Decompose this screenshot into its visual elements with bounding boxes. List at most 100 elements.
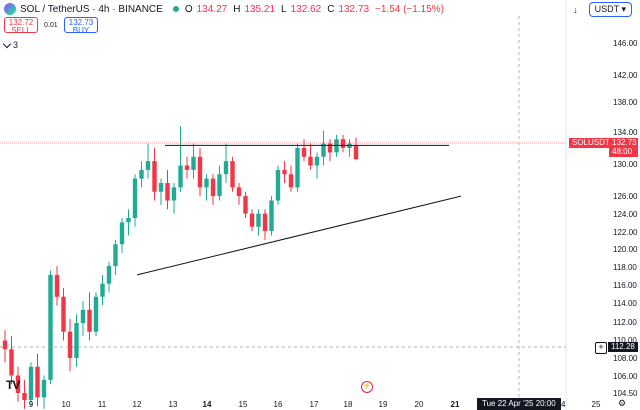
time-tick-label: 16 bbox=[274, 400, 283, 409]
candle-body bbox=[262, 213, 268, 232]
time-tick-label: 18 bbox=[344, 400, 353, 409]
candle-body bbox=[67, 331, 73, 358]
tradingview-logo-icon[interactable]: TV bbox=[6, 378, 20, 392]
candle-body bbox=[54, 274, 60, 297]
crosshair-date-tag: Tue 22 Apr '25 20:00 bbox=[477, 398, 561, 410]
candle-body bbox=[321, 143, 326, 157]
candle-body bbox=[41, 379, 47, 398]
buy-button[interactable]: 132.73 BUY bbox=[64, 17, 98, 35]
price-tick-label: 120.00 bbox=[613, 245, 638, 254]
candle-body bbox=[275, 169, 281, 201]
candle-body bbox=[80, 309, 86, 323]
time-tick-label: 20 bbox=[415, 400, 424, 409]
candle-body bbox=[353, 145, 359, 160]
currency-selector[interactable]: USDT ▾ bbox=[588, 2, 632, 17]
sell-price: 132.72 bbox=[8, 18, 34, 27]
time-tick-label: 15 bbox=[239, 400, 248, 409]
candle-body bbox=[308, 156, 313, 166]
sell-button[interactable]: 132.72 SELL bbox=[4, 17, 38, 35]
time-axis[interactable]: 9 10 11 12 13 14 15 16 17 18 19 20 21 24 25 bbox=[29, 400, 601, 409]
chevron-down-icon bbox=[2, 39, 12, 48]
candle-body bbox=[197, 156, 203, 188]
crosshair-price-tag: 112.28 bbox=[608, 342, 638, 352]
candle-body bbox=[191, 156, 196, 170]
candle-body bbox=[269, 200, 274, 232]
price-tick-label: 130.00 bbox=[613, 160, 638, 169]
indicator-count: 3 bbox=[13, 40, 19, 50]
drawing-layer bbox=[136, 144, 462, 276]
price-tick-label: 134.00 bbox=[613, 128, 638, 137]
symbol-title[interactable]: SOL / TetherUS · 4h · BINANCE bbox=[20, 3, 163, 15]
price-tick-label: 122.00 bbox=[613, 228, 638, 237]
plus-icon[interactable]: + bbox=[595, 342, 607, 354]
arrow-down-icon[interactable]: ↓ bbox=[573, 4, 578, 15]
price-tick-label: 110.00 bbox=[613, 336, 637, 345]
candle-body bbox=[100, 283, 105, 297]
top-right-controls: ↓ USDT ▾ bbox=[569, 2, 632, 17]
countdown-tag: 48:00 bbox=[609, 147, 638, 157]
candle-body bbox=[35, 366, 40, 398]
last-symbol-tag: SOLUSDT bbox=[569, 138, 613, 148]
time-tick-label: 14 bbox=[203, 400, 212, 409]
candle-body bbox=[217, 174, 222, 197]
open-value: 134.27 bbox=[196, 3, 228, 15]
candle-body bbox=[113, 244, 118, 267]
candle-body bbox=[139, 169, 144, 179]
candle-body bbox=[28, 366, 34, 400]
candle-body bbox=[74, 323, 79, 358]
candle-body bbox=[9, 349, 14, 376]
spread-value: 0.01 bbox=[44, 22, 58, 29]
candle-body bbox=[119, 222, 125, 245]
candle-body bbox=[327, 143, 333, 153]
open-key: O bbox=[184, 3, 193, 15]
gear-icon[interactable]: ⚙ bbox=[618, 398, 627, 408]
time-tick-label: 25 bbox=[592, 400, 601, 409]
candle-body bbox=[256, 213, 261, 227]
time-tick-label: 24 bbox=[557, 400, 566, 409]
close-value: 132.73 bbox=[338, 3, 370, 15]
time-tick-label: 19 bbox=[379, 400, 388, 409]
price-tick-label: 114.00 bbox=[613, 299, 637, 308]
candle-body bbox=[314, 156, 320, 166]
candle-body bbox=[178, 165, 183, 188]
price-tick-label: 104.50 bbox=[613, 389, 638, 398]
candle-body bbox=[106, 266, 112, 284]
candle-body bbox=[145, 161, 151, 170]
countdown-text: 48:00 bbox=[612, 147, 633, 156]
time-tick-label: 12 bbox=[133, 400, 142, 409]
price-axis[interactable]: 146.00 142.00 138.00 134.00 130.00 126.00 124.… bbox=[613, 39, 638, 398]
high-value: 135.21 bbox=[244, 3, 276, 15]
buy-label: BUY bbox=[72, 26, 90, 35]
candle-body bbox=[282, 169, 287, 175]
last-symbol-text: SOLUSDT bbox=[572, 138, 610, 147]
candle-body bbox=[93, 296, 99, 332]
solana-icon bbox=[4, 3, 16, 15]
candle-body bbox=[340, 139, 346, 148]
candle-body bbox=[204, 178, 209, 188]
price-tick-label: 142.00 bbox=[613, 71, 638, 80]
ascending-trendline[interactable] bbox=[136, 195, 462, 276]
time-tick-label: 9 bbox=[29, 400, 34, 409]
price-tick-label: 126.00 bbox=[613, 192, 638, 201]
low-key: L bbox=[281, 3, 287, 15]
last-price-text: 132.73 bbox=[612, 138, 637, 147]
price-tick-label: 116.00 bbox=[613, 281, 637, 290]
candle-body bbox=[210, 178, 216, 197]
price-tick-label: 118.00 bbox=[613, 263, 637, 272]
indicators-toggle[interactable]: 3 bbox=[2, 39, 19, 50]
price-tick-label: 124.00 bbox=[613, 210, 638, 219]
buy-price: 132.73 bbox=[68, 18, 94, 27]
last-price-tag: 132.73 bbox=[609, 138, 638, 148]
price-tick-label: 106.00 bbox=[613, 372, 638, 381]
time-tick-label: 11 bbox=[98, 400, 107, 409]
candle-body bbox=[15, 375, 21, 393]
change-value: −1.54 (−1.15%) bbox=[375, 3, 444, 15]
candle-body bbox=[295, 148, 300, 188]
lightning-icon[interactable]: ⚡ bbox=[361, 381, 373, 393]
candle-body bbox=[165, 183, 170, 201]
candle-body bbox=[249, 213, 255, 227]
candle-body bbox=[171, 187, 177, 201]
candle-body bbox=[61, 296, 66, 332]
